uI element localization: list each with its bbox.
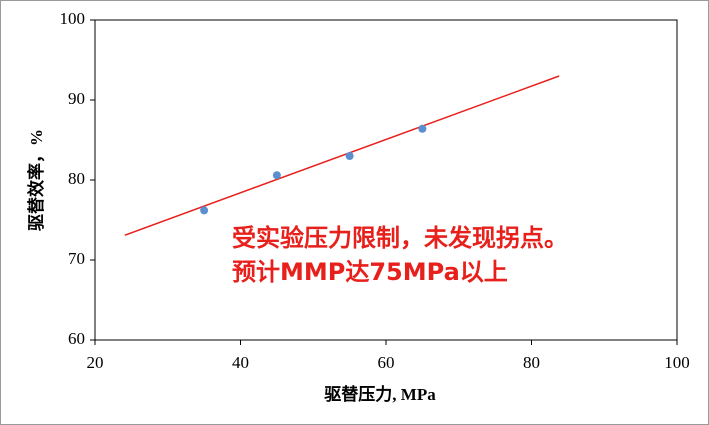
y-tick-label: 80 xyxy=(68,169,85,188)
y-tick-label: 90 xyxy=(68,89,85,108)
x-tick-label: 40 xyxy=(232,353,249,372)
trend-line xyxy=(124,75,560,236)
y-axis-title: 驱替效率，% xyxy=(26,129,46,231)
annotation: 受实验压力限制，未发现拐点。 xyxy=(232,224,568,252)
y-tick-label: 100 xyxy=(60,9,86,28)
annotation: 预计MMP达75MPa以上 xyxy=(232,258,508,286)
point xyxy=(345,152,354,160)
x-tick-label: 60 xyxy=(378,353,395,372)
y-tick-label: 70 xyxy=(68,249,85,268)
x-tick-label: 100 xyxy=(664,353,690,372)
x-axis-title: 驱替压力, MPa xyxy=(324,384,436,404)
x-tick-label: 20 xyxy=(87,353,104,372)
point xyxy=(272,171,281,180)
point xyxy=(200,206,209,215)
point xyxy=(418,124,427,133)
y-tick-label: 60 xyxy=(68,329,85,348)
x-tick-label: 80 xyxy=(523,353,540,372)
